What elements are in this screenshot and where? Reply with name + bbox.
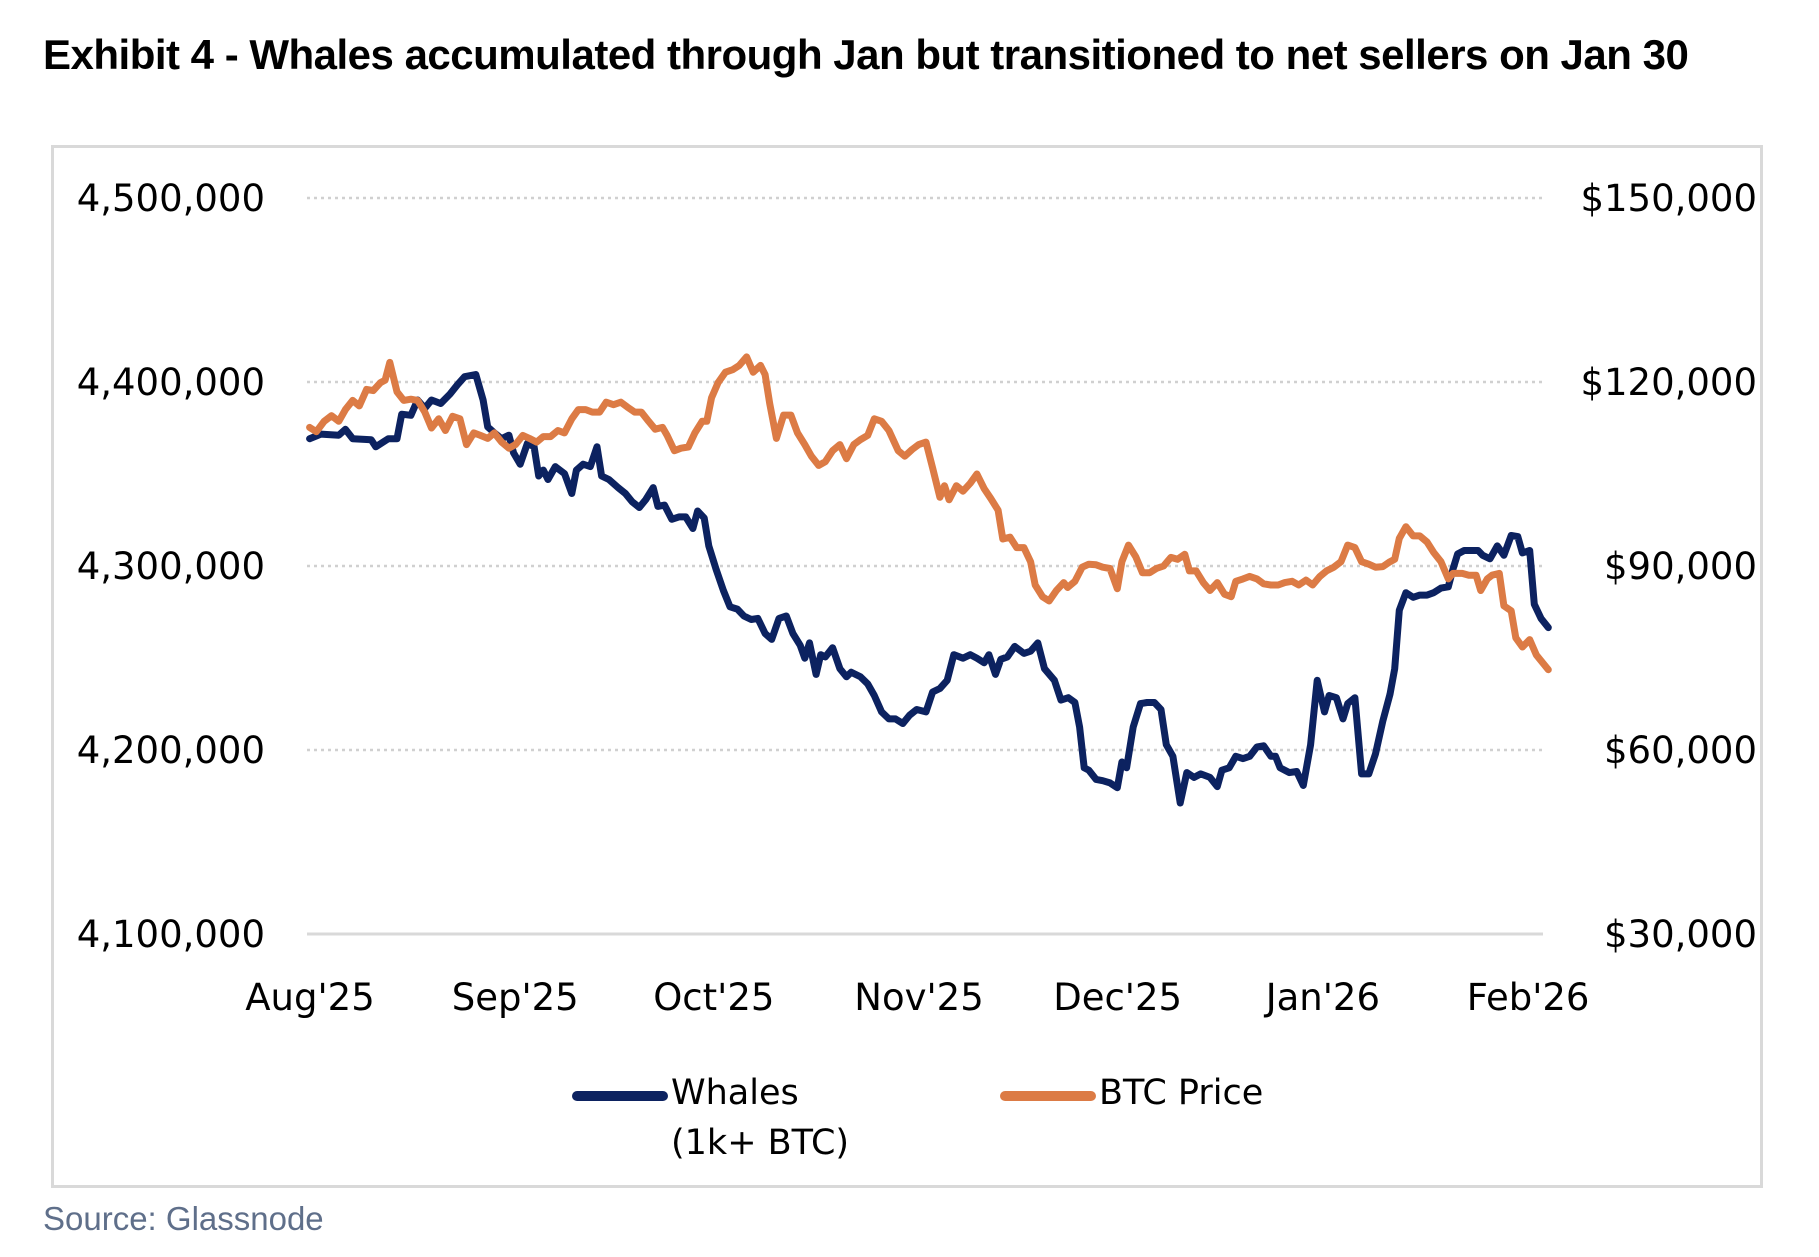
legend-swatch-whales <box>572 1091 668 1101</box>
legend-label-btc-price: BTC Price <box>1099 1068 1263 1118</box>
legend-label-whales: Whales (1k+ BTC) <box>671 1068 849 1168</box>
series-line-btc-price <box>306 353 1552 674</box>
x-axis-tick-label: Feb'26 <box>1467 976 1590 1019</box>
right-axis-ticks: $30,000 $60,000 $90,000 $120,000 $150,000 <box>1580 177 1757 956</box>
legend-btc-line1: BTC Price <box>1099 1073 1264 1113</box>
x-axis-tick-label: Jan'26 <box>1264 976 1380 1019</box>
x-axis-ticks: Aug'25 Sep'25 Oct'25 Nov'25 Dec'25 Jan'26 Feb'… <box>245 976 1589 1019</box>
right-axis-tick-label: $60,000 <box>1604 729 1757 772</box>
legend-whales-line1: Whales <box>671 1073 799 1113</box>
source-note: Source: Glassnode <box>43 1200 324 1237</box>
x-axis-tick-label: Sep'25 <box>452 976 579 1019</box>
chart-title: Exhibit 4 - Whales accumulated through J… <box>43 31 1689 78</box>
x-axis-tick-label: Oct'25 <box>653 976 774 1019</box>
right-axis-tick-label: $90,000 <box>1604 545 1757 588</box>
right-axis-tick-label: $30,000 <box>1604 913 1757 956</box>
gridlines <box>307 196 1543 936</box>
x-axis-tick-label: Nov'25 <box>854 976 983 1019</box>
series-lines <box>306 353 1552 807</box>
left-axis-tick-label: 4,200,000 <box>77 729 265 772</box>
series-line-whales <box>306 371 1552 807</box>
legend-whales-line2: (1k+ BTC) <box>671 1123 850 1163</box>
left-axis-tick-label: 4,400,000 <box>77 361 265 404</box>
left-axis-ticks: 4,100,000 4,200,000 4,300,000 4,400,000 4,50… <box>77 177 265 956</box>
chart-frame <box>51 145 1763 1188</box>
right-axis-tick-label: $120,000 <box>1580 361 1757 404</box>
x-axis-tick-label: Dec'25 <box>1053 976 1182 1019</box>
right-axis-tick-label: $150,000 <box>1580 177 1757 220</box>
left-axis-tick-label: 4,500,000 <box>77 177 265 220</box>
left-axis-tick-label: 4,100,000 <box>77 913 265 956</box>
legend-swatch-btc-price <box>1000 1091 1096 1101</box>
left-axis-tick-label: 4,300,000 <box>77 545 265 588</box>
x-axis-tick-label: Aug'25 <box>245 976 375 1019</box>
